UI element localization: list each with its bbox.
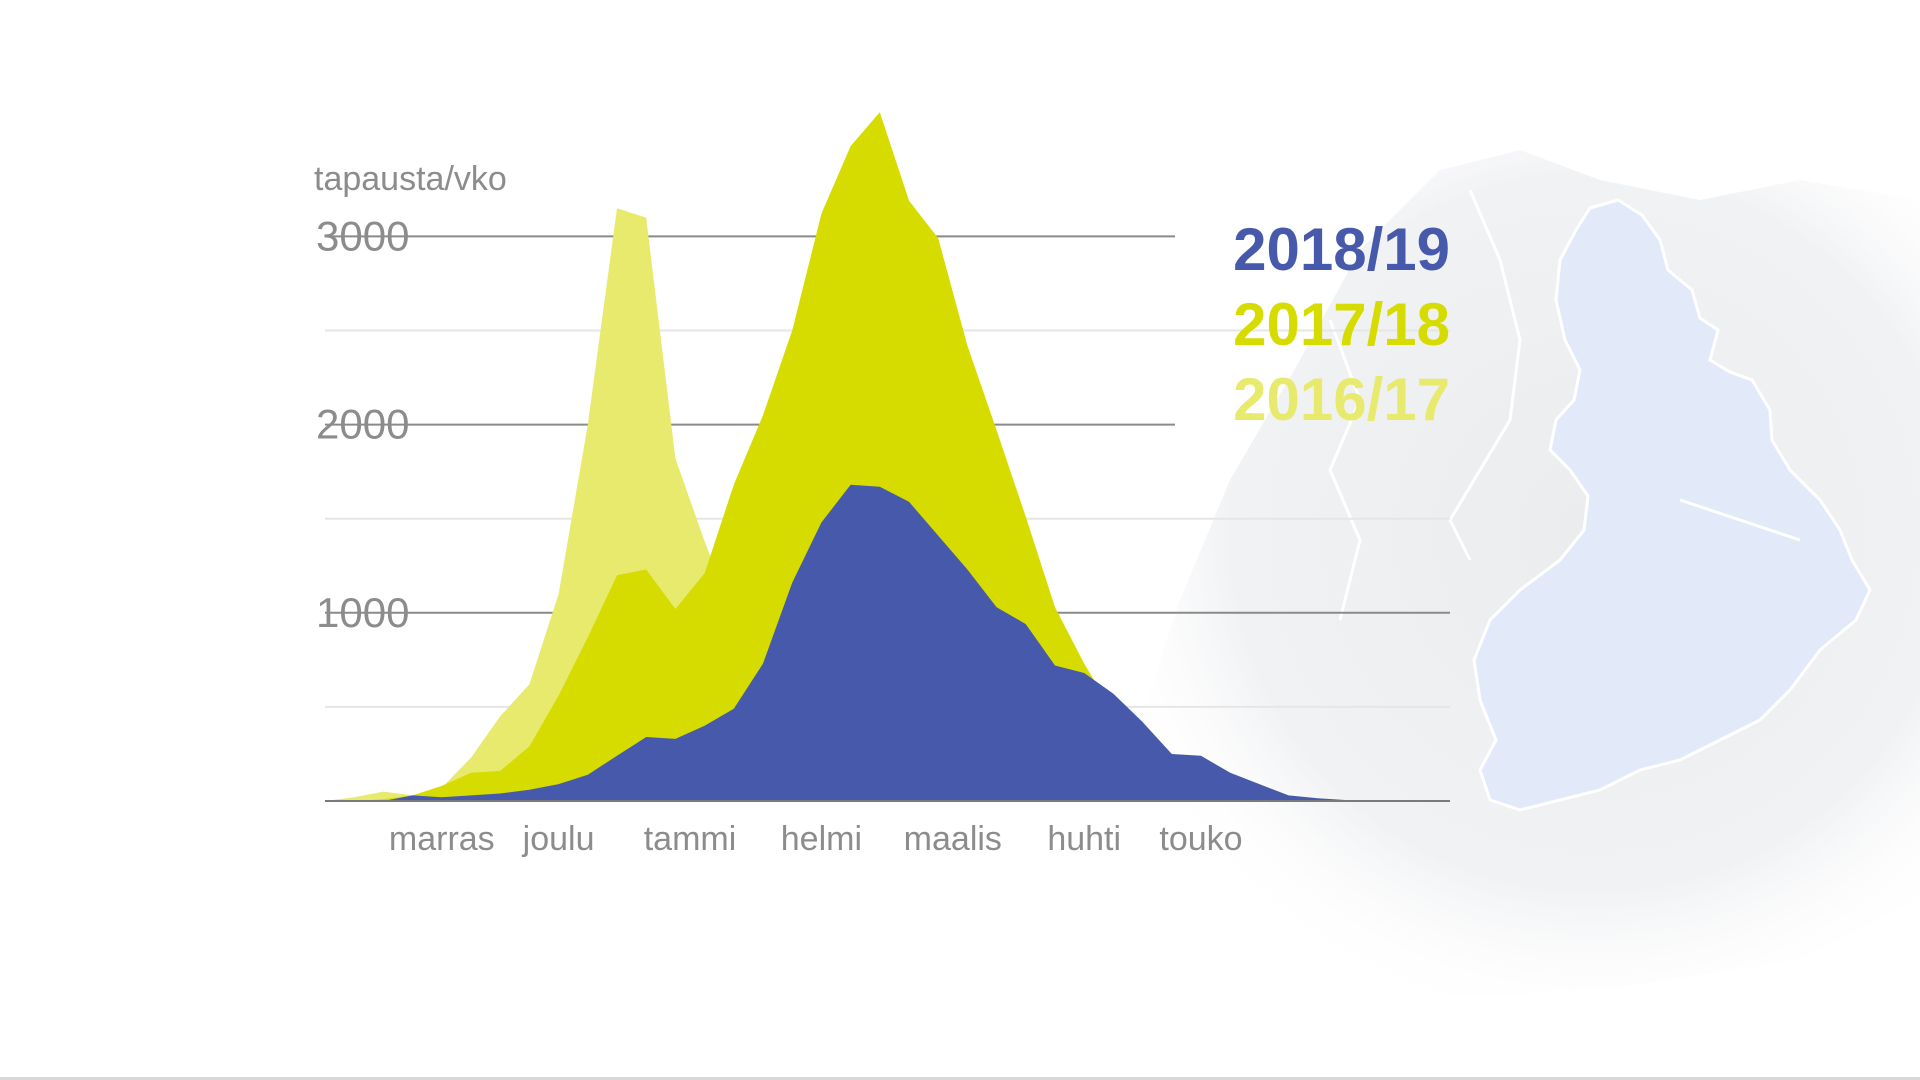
month-label: joulu [522,820,595,858]
month-label: touko [1159,820,1242,858]
month-label: huhti [1047,820,1121,858]
month-label: tammi [644,820,737,858]
series-areas [325,112,1377,801]
legend-entry-2017-18: 2017/18 [1233,291,1450,358]
area-series-2017-18 [325,112,1377,801]
legend-entry-2016-17: 2016/17 [1233,366,1450,433]
background-map [1060,150,1920,1000]
y-tick-label: 2000 [316,401,409,448]
map-border-lines [1328,189,1801,621]
y-axis-label: tapausta/vko [314,160,507,198]
y-tick-label: 3000 [316,212,409,259]
month-label: maalis [904,820,1002,858]
y-tick-label: 1000 [316,589,409,636]
y-tick-labels: 1000 2000 3000 [316,212,409,635]
legend-entry-2018-19: 2018/19 [1233,216,1450,283]
map-land-finland [1472,198,1872,812]
x-month-labels: marras joulu tammi helmi maalis huhti touko [389,820,1243,858]
area-series-2018-19 [325,484,1377,801]
legend: 2018/19 2017/18 2016/17 [1233,216,1450,433]
month-label: helmi [781,820,862,858]
bottom-divider [0,1077,1920,1080]
month-label: marras [389,820,495,858]
